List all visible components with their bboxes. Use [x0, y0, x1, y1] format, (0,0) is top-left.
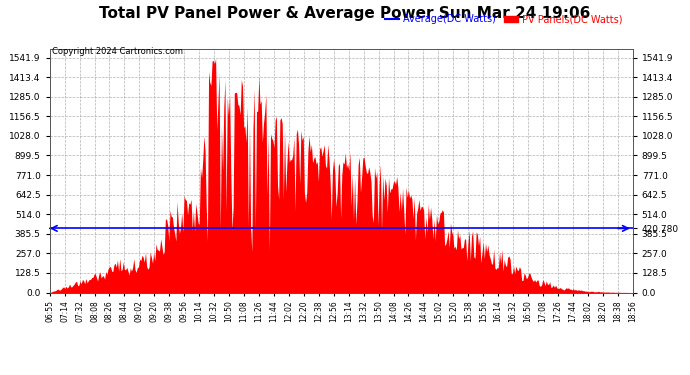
Legend: Average(DC Watts), PV Panels(DC Watts): Average(DC Watts), PV Panels(DC Watts)	[381, 10, 627, 28]
Text: Copyright 2024 Cartronics.com: Copyright 2024 Cartronics.com	[52, 47, 183, 56]
Text: Total PV Panel Power & Average Power Sun Mar 24 19:06: Total PV Panel Power & Average Power Sun…	[99, 6, 591, 21]
